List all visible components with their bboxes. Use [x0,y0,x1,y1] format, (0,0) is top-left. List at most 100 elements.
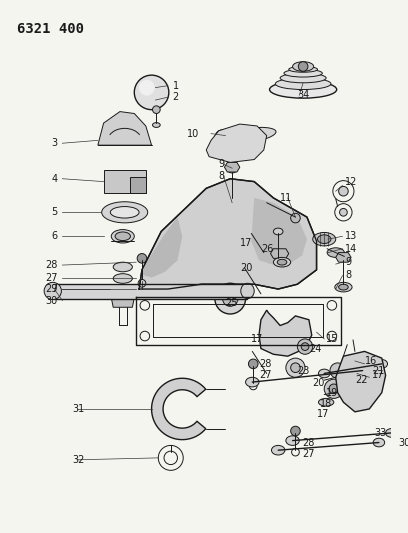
Text: 17: 17 [240,238,252,248]
Text: 27: 27 [45,272,58,282]
Ellipse shape [113,262,132,272]
Polygon shape [139,179,317,289]
Ellipse shape [373,438,385,447]
Polygon shape [336,351,386,412]
Text: 24: 24 [309,343,321,353]
Ellipse shape [241,283,254,298]
Circle shape [290,363,300,373]
Ellipse shape [271,446,285,455]
Text: 27: 27 [259,370,271,381]
Text: 16: 16 [364,356,377,366]
Text: 6321 400: 6321 400 [17,22,84,36]
Polygon shape [104,170,146,193]
Text: 7: 7 [51,284,58,294]
Circle shape [134,75,169,110]
Text: 19: 19 [326,387,338,398]
Text: 32: 32 [72,455,84,465]
Circle shape [297,339,313,354]
Text: 31: 31 [72,404,84,414]
Text: 33: 33 [374,428,386,438]
Ellipse shape [219,127,276,144]
Polygon shape [336,253,351,262]
Ellipse shape [227,165,237,173]
Text: 20: 20 [312,378,324,388]
Text: 17: 17 [372,370,385,381]
Ellipse shape [227,200,237,206]
Text: 27: 27 [302,449,315,459]
Text: 11: 11 [280,193,293,203]
Circle shape [137,254,147,263]
Text: 28: 28 [259,359,271,369]
Ellipse shape [386,429,397,437]
Ellipse shape [111,230,134,243]
Ellipse shape [319,369,330,378]
Text: 26: 26 [261,244,273,254]
Text: 10: 10 [187,128,199,139]
Polygon shape [98,111,151,145]
Ellipse shape [113,273,132,283]
Text: 20: 20 [240,263,252,273]
Text: 30: 30 [398,438,408,448]
Circle shape [301,343,309,350]
Ellipse shape [317,235,331,244]
Ellipse shape [224,198,241,207]
Ellipse shape [376,360,388,368]
Polygon shape [259,310,312,356]
Polygon shape [142,217,182,278]
Text: 30: 30 [45,296,58,305]
Polygon shape [224,163,240,172]
Polygon shape [111,288,134,307]
Ellipse shape [280,73,326,83]
Ellipse shape [335,282,352,292]
Ellipse shape [153,123,160,127]
Circle shape [339,187,348,196]
Polygon shape [129,177,146,193]
Circle shape [215,283,246,314]
Polygon shape [251,198,307,268]
Text: 13: 13 [345,231,357,241]
Ellipse shape [246,377,259,387]
Polygon shape [152,378,206,440]
Text: 8: 8 [219,171,225,181]
Polygon shape [271,249,289,259]
Circle shape [215,130,230,145]
Circle shape [329,384,339,393]
Circle shape [153,106,160,114]
Text: 17: 17 [251,334,264,344]
Circle shape [339,208,347,216]
Circle shape [324,379,344,398]
Text: 28: 28 [302,438,315,448]
Circle shape [290,213,300,223]
Circle shape [248,359,258,369]
Polygon shape [206,124,267,163]
Text: 4: 4 [51,174,58,184]
Text: 34: 34 [297,90,310,100]
Ellipse shape [289,67,317,72]
Text: 23: 23 [297,366,310,376]
Circle shape [286,358,305,377]
Text: 29: 29 [45,284,58,294]
Circle shape [298,62,308,71]
Text: 2: 2 [173,92,179,102]
Text: 15: 15 [326,334,339,344]
Text: 9: 9 [345,257,351,267]
Text: 25: 25 [226,298,238,309]
Ellipse shape [115,232,131,240]
Ellipse shape [319,398,334,406]
Ellipse shape [327,248,344,257]
Text: 8: 8 [345,270,351,280]
Text: 18: 18 [320,399,333,409]
Text: 21: 21 [372,366,385,376]
Text: 9: 9 [219,159,225,169]
Ellipse shape [293,62,314,71]
Circle shape [222,291,238,306]
Polygon shape [53,284,248,298]
Text: 1: 1 [173,80,179,91]
Circle shape [290,426,300,436]
Circle shape [330,363,345,378]
Ellipse shape [273,257,290,267]
Text: 14: 14 [345,244,357,254]
Text: 6: 6 [51,231,58,241]
Text: 28: 28 [45,260,58,270]
Ellipse shape [284,69,322,77]
